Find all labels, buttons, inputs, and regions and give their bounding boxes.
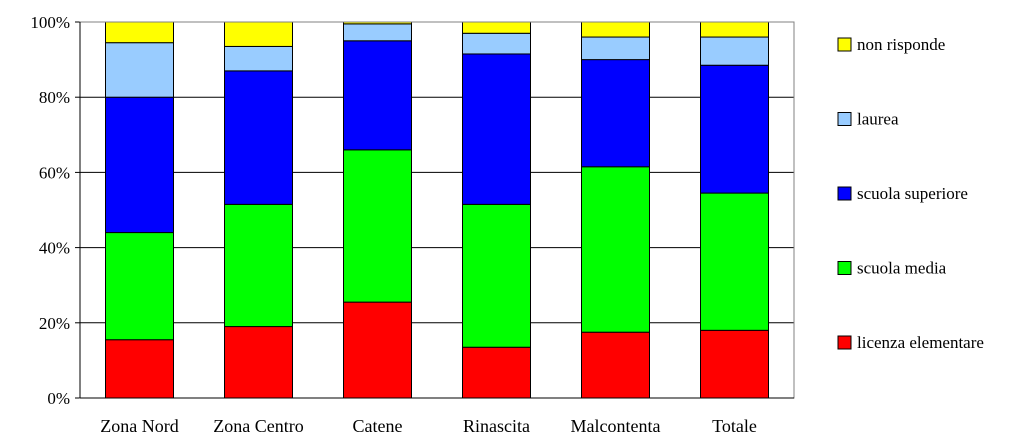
legend-swatch [837, 261, 852, 275]
bar-segment [462, 203, 531, 348]
bar-segment [700, 64, 769, 194]
legend: non risponde laurea scuola superiore scuola… [837, 35, 984, 352]
bar-segment [700, 21, 769, 38]
legend-swatch [837, 186, 852, 201]
bar-segment [581, 59, 650, 168]
bar-segment [462, 32, 531, 55]
x-tick-label: Zona Nord [100, 416, 178, 436]
bar-segment [343, 149, 412, 303]
bar-segment [105, 42, 174, 98]
legend-label: licenza elementare [857, 333, 984, 352]
bar-segment [343, 301, 412, 399]
axes: 0% 20% 40% 60% 80% 100% Zona Nord Zona Centro Ca… [30, 13, 795, 436]
legend-label: non risponde [857, 35, 945, 54]
legend-label: laurea [857, 110, 899, 129]
y-tick-label: 60% [39, 163, 70, 182]
x-tick-label: Malcontenta [571, 416, 661, 436]
bar-segment [581, 21, 650, 38]
bar-segment [105, 339, 174, 399]
bar-segment [224, 70, 293, 205]
legend-label: scuola superiore [857, 184, 968, 203]
bar-segment [581, 36, 650, 61]
legend-swatch [837, 37, 852, 52]
bar-segment [343, 40, 412, 151]
bar-segment [224, 203, 293, 328]
x-tick-label: Rinascita [463, 416, 530, 436]
bar-segment [105, 232, 174, 341]
x-tick-label: Zona Centro [213, 416, 303, 436]
y-tick-label: 20% [39, 314, 70, 333]
bar-segment [343, 23, 412, 42]
bar-segment [462, 53, 531, 205]
x-tick-label: Catene [353, 416, 403, 436]
bar-segment [581, 166, 650, 333]
bar-segment [700, 36, 769, 66]
gridlines [80, 96, 794, 324]
legend-swatch [837, 335, 852, 350]
bar-segment [462, 21, 531, 34]
y-tick-label: 0% [47, 389, 70, 408]
bar-segment [224, 326, 293, 399]
x-tick-label: Totale [712, 416, 757, 436]
plot-frame [79, 21, 795, 399]
legend-swatch [837, 112, 852, 126]
bars [105, 21, 769, 399]
bar-segment [105, 21, 174, 44]
bar-segment [105, 96, 174, 234]
y-tick-label: 100% [30, 13, 70, 32]
bar-segment [224, 21, 293, 47]
y-tick-label: 40% [39, 239, 70, 258]
y-tick-label: 80% [39, 88, 70, 107]
bar-segment [700, 329, 769, 399]
bar-segment [581, 331, 650, 399]
bar-segment [462, 346, 531, 399]
bar-segment [224, 45, 293, 72]
legend-label: scuola media [857, 259, 947, 278]
bar-segment [700, 192, 769, 331]
